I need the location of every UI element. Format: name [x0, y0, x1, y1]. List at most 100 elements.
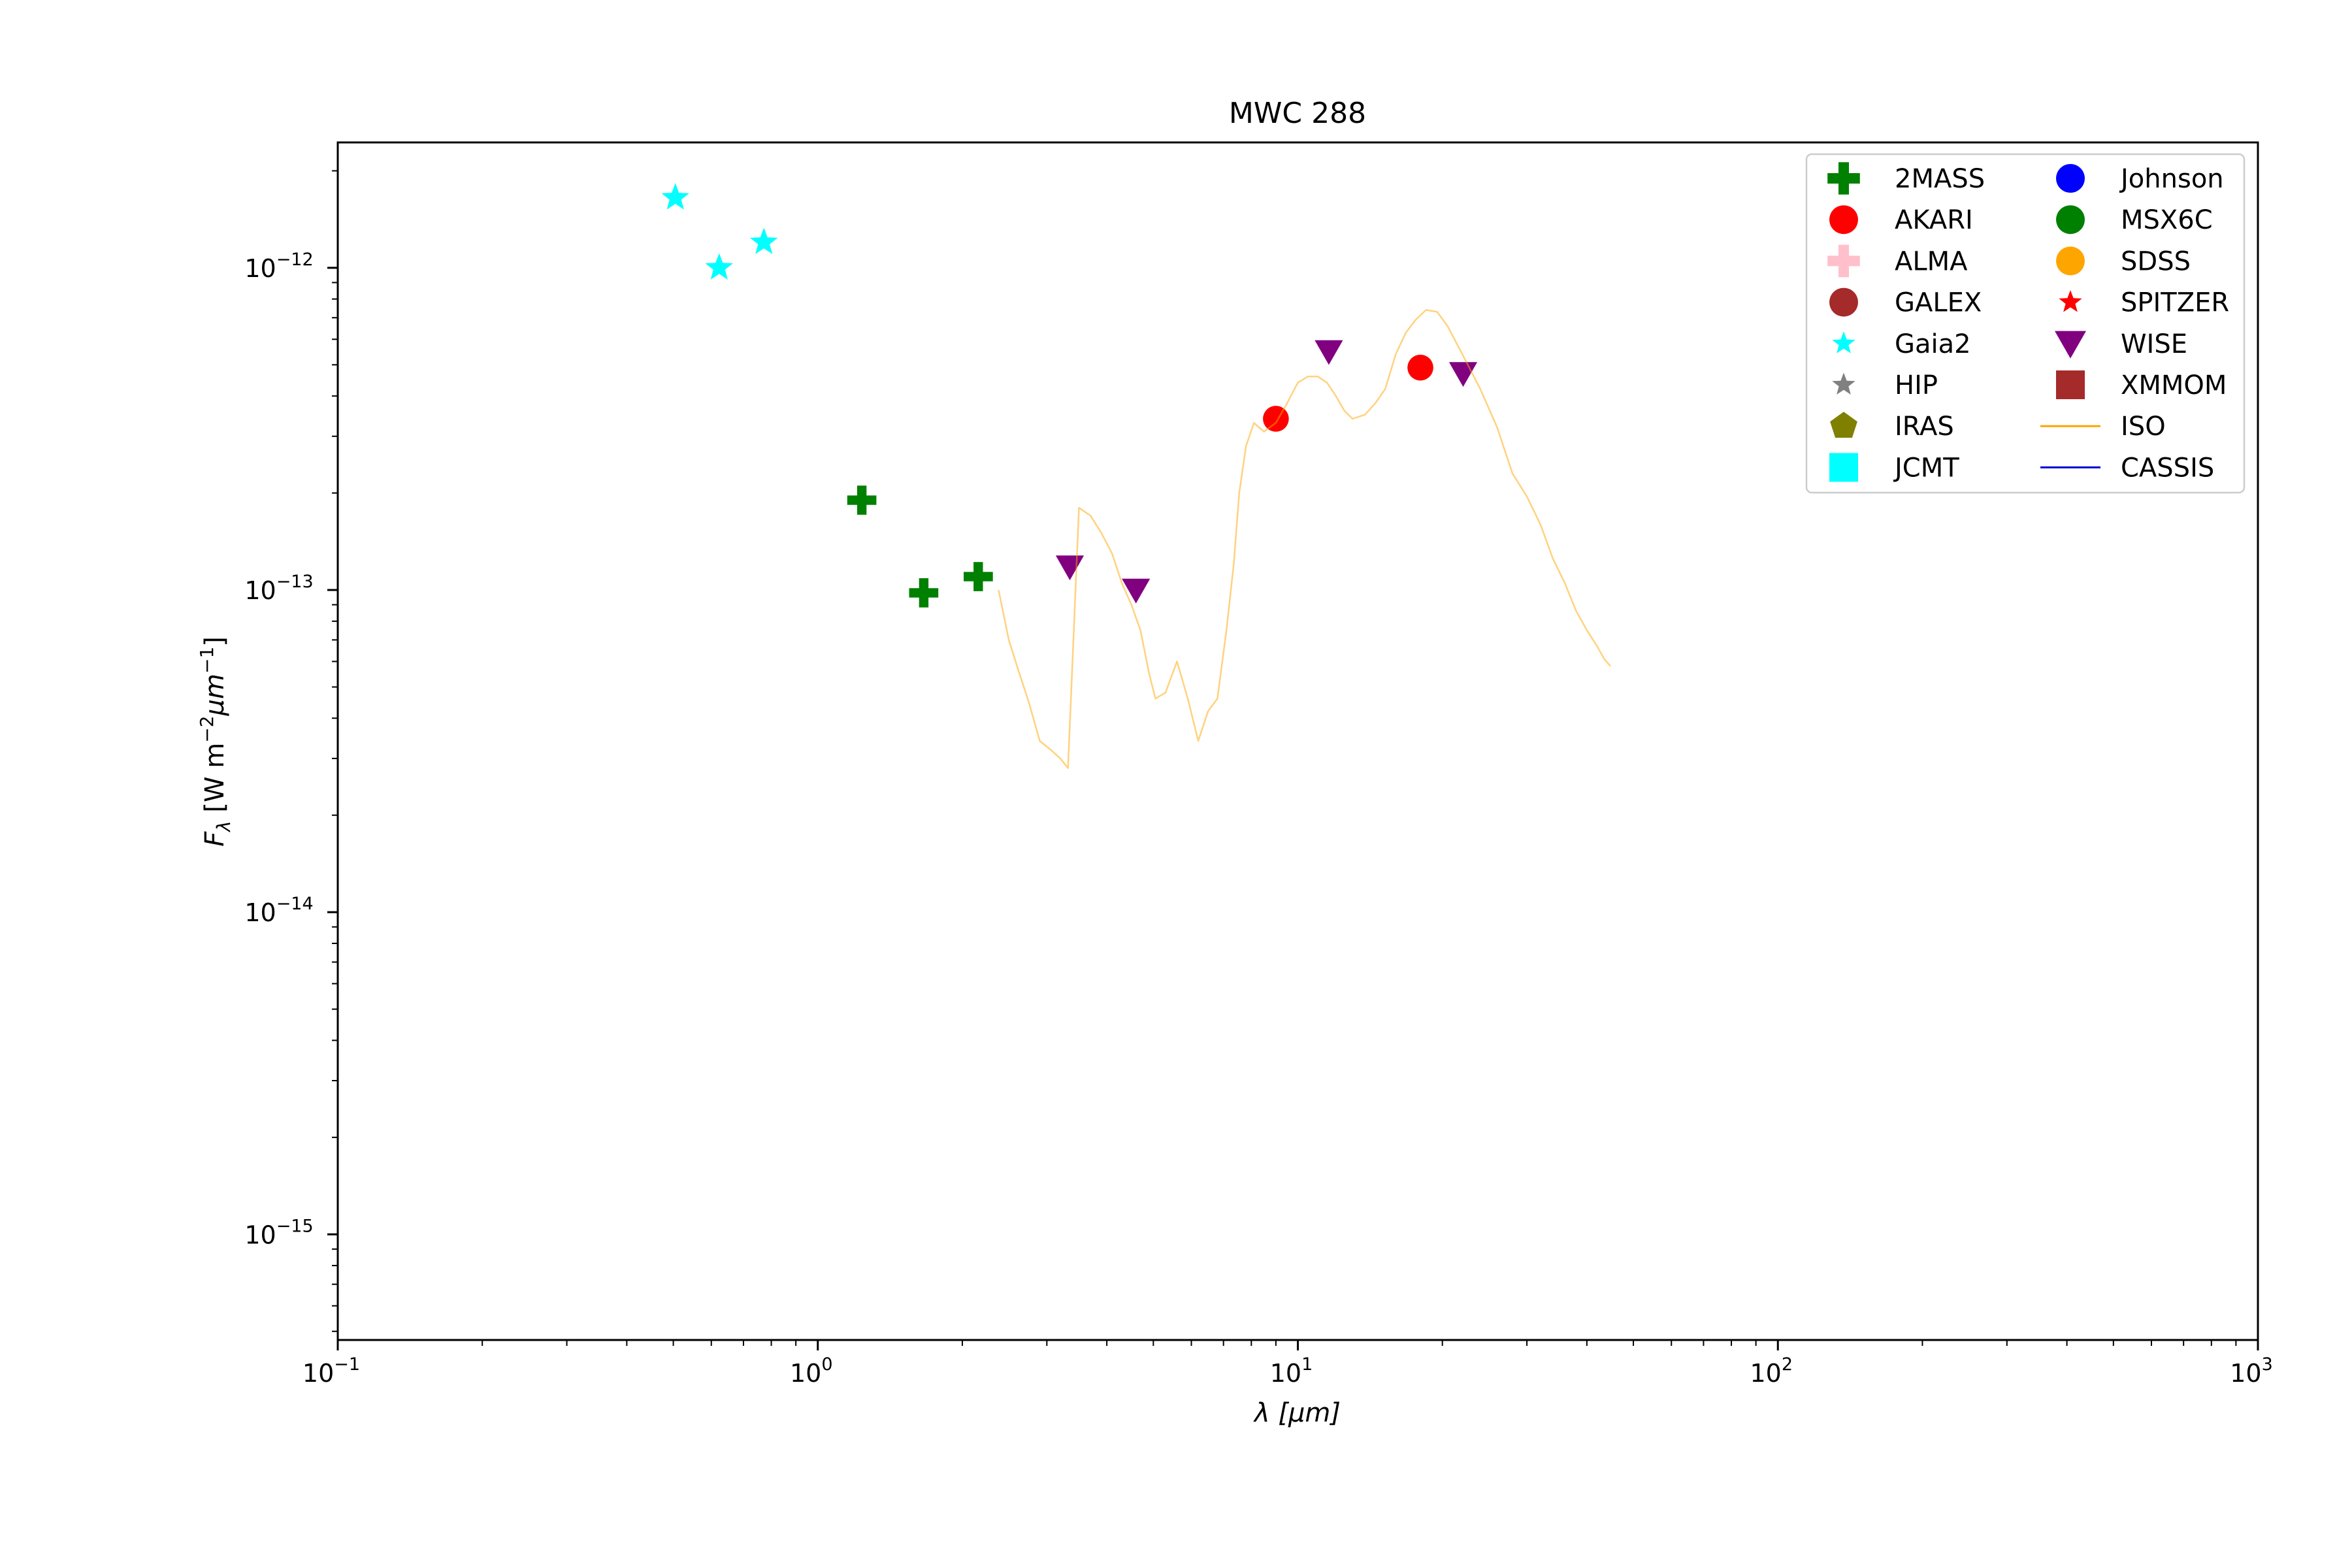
x-axis: 10−1 100 101 102 103: [302, 1340, 2273, 1388]
legend-label: Johnson: [2119, 164, 2224, 194]
legend-marker: [1832, 331, 1855, 353]
legend-box: [1805, 153, 2246, 494]
legend-marker: [1827, 244, 1860, 278]
legend-marker: [2056, 370, 2085, 399]
legend-marker: [2059, 290, 2082, 312]
legend-label: ISO: [2121, 412, 2166, 442]
legend-label: 2MASS: [1895, 164, 1985, 194]
y-label-subscript: λ: [213, 821, 235, 833]
x-tick-label: 10−1: [302, 1354, 360, 1388]
legend-label: IRAS: [1895, 412, 1954, 442]
x-tick-exp: −1: [334, 1354, 360, 1375]
legend-entry-cassis: CASSIS: [2040, 453, 2214, 483]
y-tick-label: 10−15: [244, 1216, 313, 1249]
data-point-2mass: [964, 562, 993, 591]
legend-label: SPITZER: [2121, 288, 2229, 318]
legend-label: CASSIS: [2121, 453, 2214, 483]
legend-entry-wise: WISE: [2055, 329, 2187, 359]
legend-label: ALMA: [1895, 246, 1968, 276]
x-tick-exp: 3: [2262, 1354, 2273, 1375]
x-tick-base: 10: [2230, 1359, 2261, 1388]
y-tick-base: 10: [244, 254, 276, 283]
y-tick-label: 10−12: [244, 250, 313, 283]
legend-entry-iso: ISO: [2040, 412, 2166, 442]
legend-marker: [2056, 205, 2085, 235]
y-tick-exp: −15: [276, 1216, 314, 1236]
legend-marker: [1832, 372, 1855, 395]
legend-label: WISE: [2121, 329, 2187, 359]
y-tick-base: 10: [244, 1220, 276, 1249]
data-point-gaia2: [705, 253, 733, 280]
legend-marker: [1830, 412, 1857, 438]
legend-marker: [1829, 453, 1858, 482]
legend-marker: [1829, 205, 1858, 235]
y-tick-exp: −12: [276, 250, 314, 270]
y-label-units: [W m: [200, 743, 230, 821]
legend-label: JCMT: [1893, 453, 1959, 483]
data-point-gaia2: [749, 227, 778, 254]
legend-entry-jcmt: JCMT: [1829, 453, 1959, 483]
legend-label: AKARI: [1895, 205, 1973, 235]
x-tick-label: 100: [790, 1354, 833, 1388]
data-point-2mass: [847, 485, 877, 515]
legend-marker: [1829, 287, 1858, 317]
chart-title: MWC 288: [1229, 97, 1366, 130]
x-tick-exp: 1: [1301, 1354, 1313, 1375]
y-tick-label: 10−14: [244, 894, 313, 927]
x-tick-exp: 0: [821, 1354, 832, 1375]
legend-entry-2mass: 2MASS: [1827, 162, 1985, 195]
legend-entry-akari: AKARI: [1829, 205, 1973, 235]
y-tick-base: 10: [244, 576, 276, 605]
legend-label: SDSS: [2121, 246, 2191, 276]
x-tick-base: 10: [1270, 1359, 1301, 1388]
data-point-gaia2: [661, 183, 689, 210]
y-axis-label: Fλ [W m−2μm−1]: [196, 636, 235, 847]
x-tick-label: 103: [2230, 1354, 2273, 1388]
x-tick-base: 10: [1750, 1359, 1781, 1388]
legend-entry-spitzer: SPITZER: [2059, 288, 2229, 318]
data-point-2mass: [909, 578, 939, 608]
legend-label: XMMOM: [2121, 370, 2227, 400]
y-tick-label: 10−13: [244, 572, 313, 605]
legend-entry-hip: HIP: [1832, 370, 1938, 400]
plot-series: [661, 183, 1611, 769]
legend-marker: [2056, 164, 2085, 193]
y-tick-exp: −13: [276, 572, 314, 592]
legend-entry-alma: ALMA: [1827, 244, 1968, 278]
legend-entry-xmmom: XMMOM: [2056, 370, 2227, 400]
x-tick-base: 10: [302, 1359, 334, 1388]
y-label-exp: −1: [196, 647, 218, 674]
series-line-iso: [998, 309, 1611, 769]
x-tick-exp: 2: [1782, 1354, 1793, 1375]
y-tick-base: 10: [244, 898, 276, 927]
legend-marker: [2055, 331, 2086, 359]
y-tick-exp: −14: [276, 894, 314, 914]
data-point-wise: [1315, 340, 1343, 365]
x-tick-label: 102: [1750, 1354, 1793, 1388]
legend-entry-gaia2: Gaia2: [1832, 329, 1971, 359]
legend-entry-johnson: Johnson: [2056, 164, 2224, 194]
legend-marker: [1827, 162, 1860, 195]
legend-entry-msx6c: MSX6C: [2056, 205, 2213, 235]
y-label-exp: −2: [196, 715, 218, 742]
x-tick-label: 101: [1270, 1354, 1313, 1388]
legend-label: MSX6C: [2121, 205, 2213, 235]
legend-label: GALEX: [1895, 288, 1982, 318]
legend: 2MASS AKARI ALMA GALEX Gaia2 HIP IRAS JCMT Johns…: [1805, 153, 2246, 494]
legend-label: Gaia2: [1895, 329, 1971, 359]
x-axis-label: λ [μm]: [1253, 1398, 1341, 1428]
y-label-symbol: F: [200, 831, 230, 847]
data-point-akari: [1407, 354, 1433, 381]
data-point-akari: [1263, 406, 1289, 432]
y-label-units: μm: [200, 674, 230, 716]
legend-label: HIP: [1895, 370, 1938, 400]
y-label-units: ]: [200, 636, 230, 647]
data-point-wise: [1122, 578, 1151, 604]
legend-marker: [2056, 246, 2085, 276]
legend-entry-iras: IRAS: [1830, 412, 1954, 442]
legend-entry-galex: GALEX: [1829, 287, 1982, 318]
legend-entry-sdss: SDSS: [2056, 246, 2191, 276]
x-tick-base: 10: [790, 1359, 821, 1388]
